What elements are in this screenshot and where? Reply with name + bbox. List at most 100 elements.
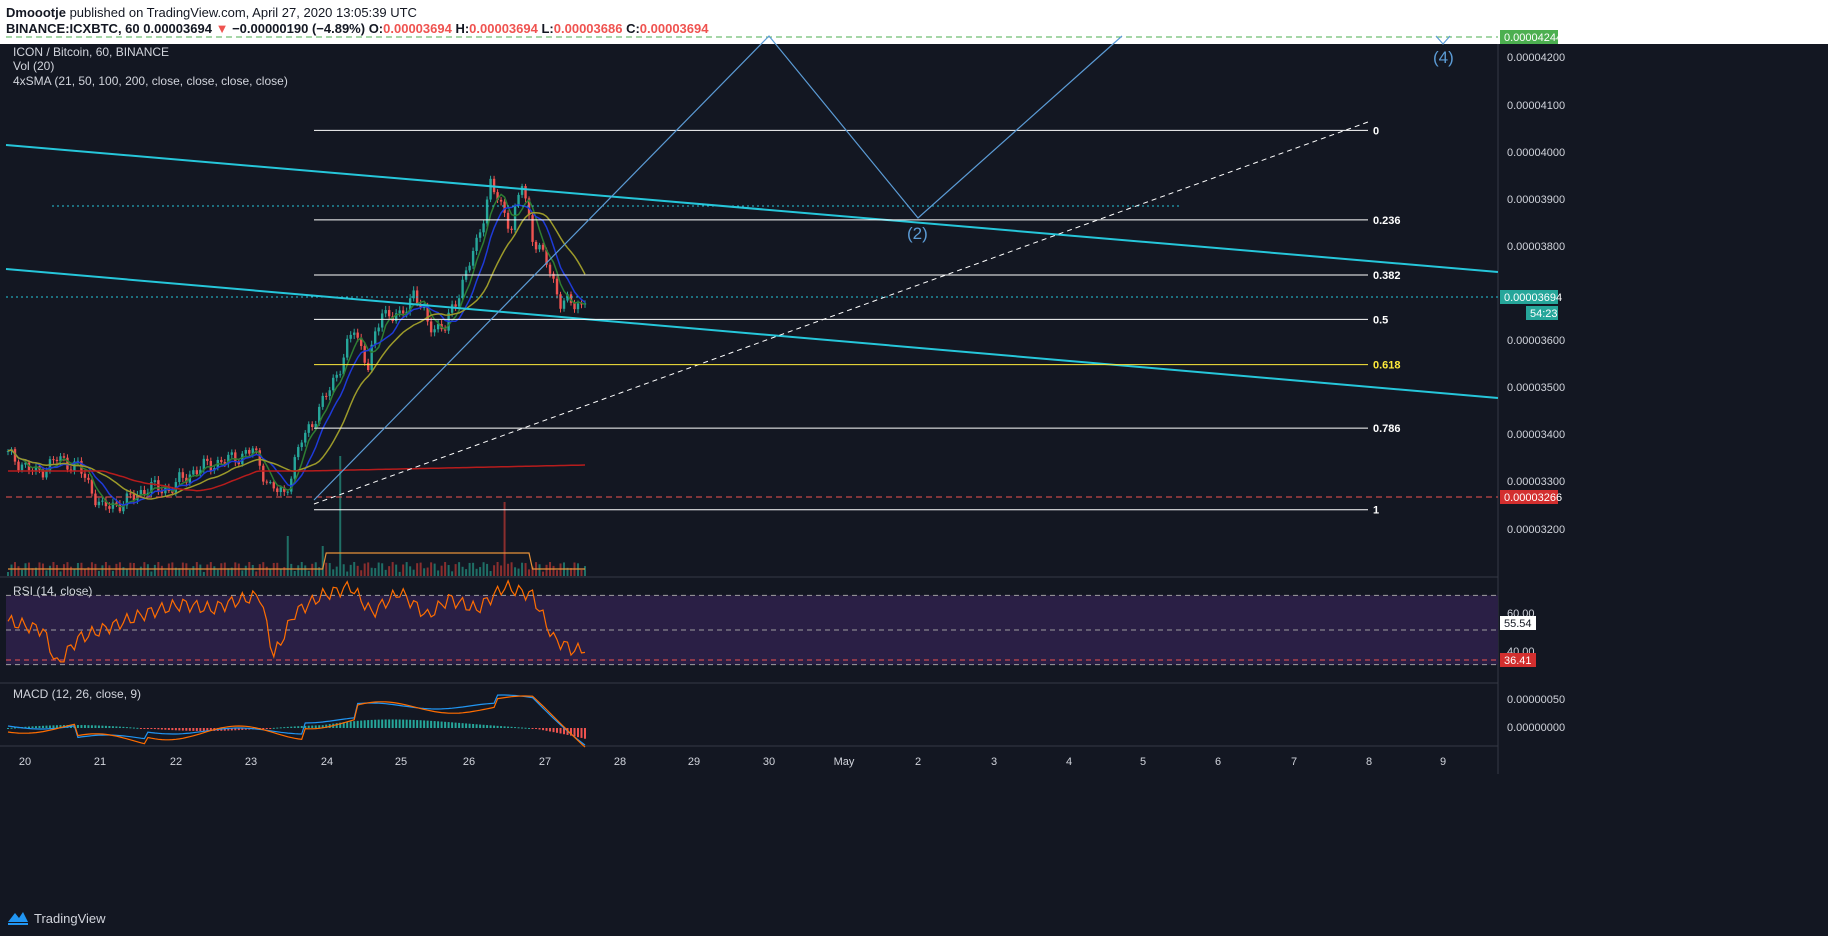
candle-body [576,303,580,310]
candle-body [101,500,104,502]
change-arrow-icon: ▼ [215,21,229,36]
volume-bar [510,562,513,576]
candle-body [580,303,583,305]
volume-bar [475,568,478,576]
candle-body [370,344,373,371]
macd-histogram-bar [24,726,27,728]
candle-body [426,306,429,322]
candle-body [122,505,125,512]
rsi-legend: RSI (14, close) [13,584,92,598]
macd-histogram-bar [244,728,247,730]
candle-body [209,461,213,471]
macd-histogram-bar [297,726,300,728]
candle-body [408,298,412,312]
volume-bar [24,563,27,576]
volume-bar [482,562,485,576]
volume-bar [7,572,9,576]
macd-histogram-bar [426,720,429,728]
volume-bar [545,564,548,576]
wave-label-4: (4) [1433,48,1454,67]
candle-body [307,424,310,433]
macd-histogram-bar [577,728,580,738]
candle-body [234,452,237,463]
time-tick-label: May [834,756,855,768]
tradingview-brand[interactable]: TradingView [34,911,106,926]
volume-bar [101,565,104,576]
open-label: O: [368,21,384,36]
macd-histogram-bar [122,726,125,728]
price-tick-label: 0.00004200 [1507,52,1565,64]
volume-bar [524,563,527,576]
candle-body [17,461,20,471]
volume-bar [87,567,90,576]
candle-body [108,506,111,509]
candle-body [276,488,279,493]
macd-histogram-bar [570,728,573,736]
volume-bar [199,564,202,576]
volume-bar [503,502,506,576]
candle-body [332,377,335,391]
support-price-badge: 0.00003266 [1504,492,1562,504]
low-label: L: [541,21,554,36]
volume-bar [496,562,499,576]
candle-body [548,264,552,274]
fib-level-label: 0.5 [1373,314,1388,326]
macd-histogram-bar [507,726,510,728]
macd-histogram-bar [398,719,401,728]
macd-histogram-bar [101,725,104,728]
candle-body [118,504,122,512]
volume-bar [577,563,580,576]
candle-body [552,273,555,279]
macd-histogram-bar [395,719,398,728]
macd-histogram-bar [209,728,212,731]
macd-histogram-bar [311,725,314,728]
volume-bar [538,564,541,576]
candle-body [153,480,157,483]
macd-histogram-bar [52,725,55,728]
macd-histogram-bar [367,720,370,728]
volume-bar [367,562,370,576]
candle-body [94,493,97,506]
volume-bar [398,571,401,576]
volume-bar [472,562,475,576]
macd-histogram-bar [377,719,380,728]
macd-histogram-bar [423,720,426,728]
volume-bar [139,566,142,576]
candle-body [513,205,517,230]
price-tick-label: 0.00003900 [1507,194,1565,206]
candle-body [55,459,59,462]
macd-histogram-bar [7,728,9,729]
volume-bar [188,569,191,576]
macd-histogram-bar [143,728,146,729]
candle-body [251,448,254,454]
author-name[interactable]: Dmoootje [6,5,66,20]
candle-body [300,442,303,448]
candle-body [353,332,356,335]
macd-signal-line [7,695,586,748]
macd-histogram-bar [444,721,447,728]
axes: 0.00004200 0.00004100 0.00004000 0.00003900… [19,30,1565,768]
wave-label-2: (2) [907,224,928,243]
macd-histogram-bar [45,725,48,728]
volume-bar [69,566,72,576]
sma-100-line [7,211,586,500]
macd-histogram-bar [83,725,86,728]
macd-histogram-bar [188,728,191,731]
candle-body [559,294,562,309]
chart-area[interactable]: 0 0.236 0.382 0.5 0.618 0.786 1 (2) (4) 0.000042… [0,0,1828,898]
candle-body [202,458,206,470]
volume-bar [237,563,240,576]
macd-histogram-bar [241,728,244,730]
time-tick-label: 23 [245,756,257,768]
time-tick-label: 5 [1140,756,1146,768]
macd-histogram-bar [125,727,128,729]
candle-body [20,464,24,471]
candle-body [311,424,314,427]
tradingview-logo-icon[interactable] [6,908,30,926]
macd-histogram-bar [146,728,149,729]
volume-bar [381,563,384,576]
macd-histogram-bar [535,728,538,729]
candle-body [286,491,289,493]
candle-body [34,466,38,471]
macd-histogram-bar [500,726,503,728]
